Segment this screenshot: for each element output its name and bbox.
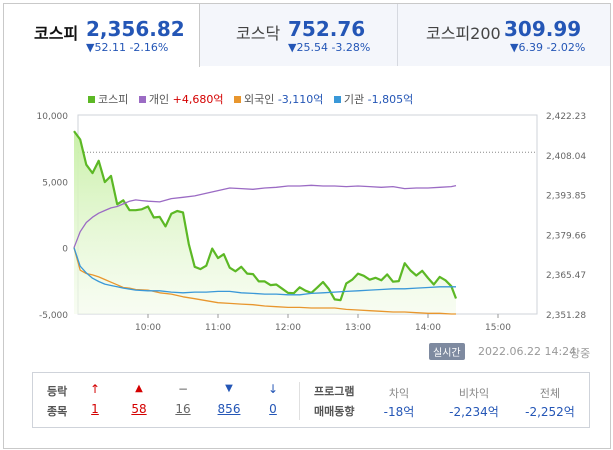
y-right-tick-label: 2,408.04 (546, 152, 586, 162)
index-change: ▼52.11 -2.16% (86, 41, 169, 54)
rise-count[interactable]: 58 (131, 402, 147, 416)
lower-limit-count[interactable]: 0 (269, 402, 277, 416)
fall-icon: ▼ (225, 383, 233, 394)
program-value-total: -2,252억 (525, 405, 575, 419)
x-tick-label: 11:00 (205, 323, 231, 333)
tab-name: 코스피 (34, 24, 79, 43)
x-tick-label: 10:00 (135, 323, 161, 333)
legend-institution: 기관 -1,805억 (333, 91, 414, 107)
fall-count[interactable]: 856 (217, 402, 241, 416)
divider (299, 382, 300, 420)
legend-foreign: 외국인 -3,110억 (233, 91, 324, 107)
legend-label: 개인 (148, 93, 170, 106)
index-tabs: 코스피 2,356.82 ▼52.11 -2.16% 코스닥 752.76 ▼2… (4, 4, 610, 67)
y-right-tick-label: 2,365.47 (546, 271, 586, 281)
y-left-tick-label: -5,000 (39, 311, 68, 321)
y-left-tick-label: 10,000 (37, 112, 69, 122)
program-value-non-arbitrage: -2,234억 (449, 405, 499, 419)
upper-limit-count[interactable]: 1 (91, 402, 99, 416)
index-change: ▼6.39 -2.02% (510, 41, 586, 54)
legend-label: 코스피 (98, 93, 129, 106)
unchanged-icon: − (177, 382, 189, 396)
y-right-tick-label: 2,422.23 (546, 112, 586, 122)
upper-limit-icon: ↑ (89, 382, 101, 396)
realtime-badge: 실시간 (429, 343, 465, 360)
lower-limit-icon: ↓ (267, 382, 279, 396)
y-left-tick-label: 5,000 (42, 178, 68, 188)
y-right-tick-label: 2,379.66 (546, 231, 586, 241)
x-tick-label: 13:00 (345, 323, 371, 333)
index-value: 2,356.82 (86, 17, 185, 41)
series-line-코스피 (73, 130, 458, 302)
breadth-label: 종목 (47, 405, 68, 418)
series-line-개인 (73, 184, 457, 248)
index-value: 309.99 (504, 17, 582, 41)
legend-value: -1,805억 (367, 93, 414, 106)
market-index-widget: 코스피 2,356.82 ▼52.11 -2.16% 코스닥 752.76 ▼2… (3, 3, 611, 449)
program-label: 매매동향 (314, 405, 355, 418)
tab-kosdaq[interactable]: 코스닥 752.76 ▼25.54 -3.28% (200, 4, 398, 66)
legend-value: -3,110억 (277, 93, 324, 106)
program-label: 프로그램 (314, 385, 355, 398)
legend-swatch (333, 96, 341, 103)
tab-name: 코스피200 (426, 24, 501, 43)
index-change: ▼25.54 -3.28% (288, 41, 371, 54)
program-value-arbitrage: -18억 (383, 405, 415, 419)
market-stats: 등락 종목 ↑ 1 ▲ 58 − 16 ▼ 856 ↓ 0 프로그램 매매동향 … (32, 372, 590, 428)
y-left-tick-label: 0 (62, 245, 68, 255)
series-area-코스피 (74, 131, 456, 314)
breadth-label: 등락 (47, 385, 68, 398)
market-status: 장중 (570, 347, 591, 360)
legend-kospi: 코스피 (88, 91, 128, 107)
tab-kospi200[interactable]: 코스피200 309.99 ▼6.39 -2.02% (398, 4, 610, 66)
chart-legend: 코스피 개인 +4,680억 외국인 -3,110억 기관 -1,805억 (88, 91, 420, 107)
legend-swatch (88, 96, 95, 103)
legend-value: +4,680억 (172, 93, 224, 106)
y-right-tick-label: 2,351.28 (546, 311, 586, 321)
unchanged-count[interactable]: 16 (175, 402, 191, 416)
program-header-arbitrage: 차익 (388, 387, 410, 400)
legend-swatch (233, 96, 241, 103)
legend-label: 기관 (343, 93, 365, 106)
program-header-non-arbitrage: 비차익 (458, 387, 490, 400)
legend-individual: 개인 +4,680억 (138, 91, 224, 107)
timestamp: 2022.06.22 14:24 (478, 345, 577, 358)
tab-name: 코스닥 (236, 24, 281, 43)
legend-label: 외국인 (243, 93, 275, 106)
program-header-total: 전체 (539, 387, 561, 400)
series-line-외국인 (73, 247, 456, 315)
x-tick-label: 12:00 (275, 323, 301, 333)
tab-kospi[interactable]: 코스피 2,356.82 ▼52.11 -2.16% (4, 4, 200, 67)
rise-icon: ▲ (135, 383, 143, 394)
x-tick-label: 14:00 (415, 323, 441, 333)
legend-swatch (138, 96, 146, 103)
index-value: 752.76 (288, 17, 366, 41)
series-line-기관 (73, 247, 456, 296)
x-tick-label: 15:00 (485, 323, 511, 333)
y-right-tick-label: 2,393.85 (546, 192, 586, 202)
